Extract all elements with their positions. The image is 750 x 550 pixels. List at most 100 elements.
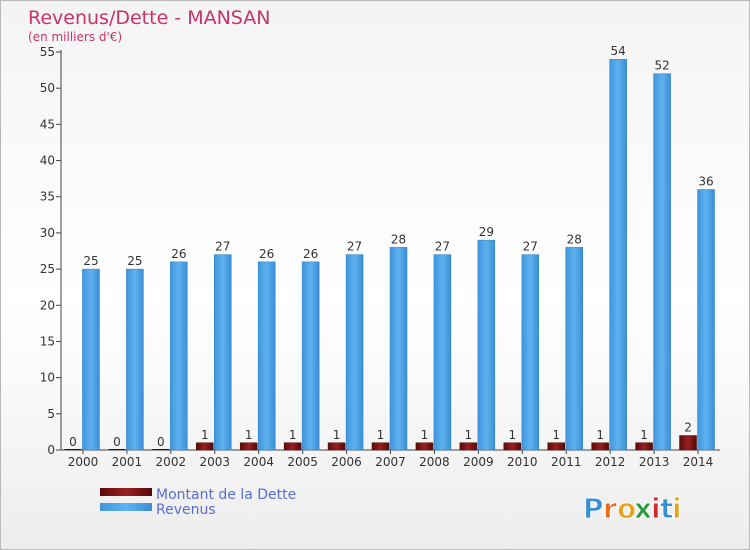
y-tick-label: 10	[40, 371, 55, 385]
x-tick-label-2000: 2000	[68, 455, 99, 469]
legend-label-revenus: Revenus	[156, 502, 216, 518]
y-tick-label: 50	[40, 81, 55, 95]
bar-dette-2006	[327, 442, 346, 451]
label-revenus-2004: 26	[259, 247, 274, 261]
chart-subtitle: (en milliers d'€)	[28, 30, 122, 44]
x-tick-label-2011: 2011	[551, 455, 582, 469]
label-dette-2010: 1	[508, 428, 516, 442]
x-tick-label-2002: 2002	[156, 455, 187, 469]
x-tick-label-2008: 2008	[419, 455, 450, 469]
x-tick-label-2009: 2009	[463, 455, 494, 469]
x-tick-label-2013: 2013	[639, 455, 670, 469]
bar-dette-2007	[371, 442, 390, 451]
x-tick-label-2007: 2007	[375, 455, 406, 469]
y-tick-label: 40	[40, 154, 55, 168]
x-tick-label-2004: 2004	[243, 455, 274, 469]
bars	[64, 58, 715, 451]
label-dette-2001: 0	[113, 435, 121, 449]
bar-revenus-2002	[170, 261, 188, 451]
label-dette-2000: 0	[69, 435, 77, 449]
y-tick-label: 5	[47, 407, 55, 421]
x-tick-label-2014: 2014	[683, 455, 714, 469]
bar-revenus-2004	[257, 261, 276, 451]
bar-revenus-2007	[389, 247, 408, 451]
logo-letter: i	[672, 492, 682, 525]
bar-dette-2012	[591, 442, 609, 451]
label-revenus-2011: 28	[567, 232, 582, 246]
bar-revenus-2012	[609, 58, 627, 451]
y-tick-label: 55	[40, 45, 55, 59]
bar-revenus-2014	[697, 189, 715, 451]
y-tick-label: 25	[40, 262, 55, 276]
label-revenus-2009: 29	[479, 225, 494, 239]
logo-letter: t	[660, 492, 673, 525]
label-dette-2004: 1	[245, 428, 253, 442]
label-dette-2006: 1	[333, 428, 341, 442]
bar-revenus-2000	[82, 268, 100, 451]
x-tick-label-2003: 2003	[199, 455, 230, 469]
y-tick-label: 15	[40, 334, 55, 348]
bar-dette-2010	[503, 442, 522, 451]
bar-revenus-2009	[477, 239, 496, 451]
legend-swatch-revenus	[100, 503, 152, 511]
legend-swatch-dette	[100, 488, 152, 496]
logo-letter: P	[583, 492, 604, 525]
bar-revenus-2006	[345, 254, 364, 451]
logo-letter: r	[603, 492, 617, 525]
label-revenus-2002: 26	[171, 247, 186, 261]
label-revenus-2008: 27	[435, 240, 450, 254]
label-dette-2008: 1	[421, 428, 429, 442]
bar-revenus-2013	[653, 73, 671, 451]
label-revenus-2005: 26	[303, 247, 318, 261]
bar-dette-2013	[635, 442, 653, 451]
bar-dette-2003	[196, 442, 214, 451]
x-tick-label-2006: 2006	[331, 455, 362, 469]
y-tick-label: 45	[40, 117, 55, 131]
label-dette-2003: 1	[201, 428, 209, 442]
bar-dette-2008	[415, 442, 434, 451]
label-revenus-2003: 27	[215, 240, 230, 254]
legend: Montant de la Dette Revenus	[100, 487, 296, 518]
value-labels: 0 25 0 25 0 26 1 27 1 26 1 26 1 27 1 28 1 27 1 29 1 27 1 28 1 54 1…	[69, 44, 714, 449]
bar-dette-2005	[283, 442, 302, 451]
label-dette-2007: 1	[377, 428, 385, 442]
bar-revenus-2005	[301, 261, 320, 451]
label-revenus-2006: 27	[347, 240, 362, 254]
bar-revenus-2003	[214, 254, 232, 451]
logo-letter: o	[617, 492, 636, 525]
label-dette-2014: 2	[684, 421, 692, 435]
bar-dette-2009	[459, 442, 478, 451]
label-revenus-2012: 54	[611, 44, 626, 58]
y-tick-label: 0	[47, 443, 55, 457]
bar-dette-2014	[679, 435, 697, 451]
label-revenus-2013: 52	[654, 59, 669, 73]
logo-letter: i	[651, 492, 661, 525]
y-tick-label: 20	[40, 298, 55, 312]
label-revenus-2007: 28	[391, 232, 406, 246]
bar-revenus-2010	[521, 254, 540, 451]
chart-title: Revenus/Dette - MANSAN	[28, 7, 270, 29]
label-dette-2012: 1	[596, 428, 604, 442]
bar-revenus-2001	[126, 268, 144, 451]
bar-revenus-2008	[433, 254, 452, 451]
x-tick-label-2012: 2012	[595, 455, 626, 469]
label-dette-2009: 1	[465, 428, 473, 442]
legend-label-dette: Montant de la Dette	[156, 487, 296, 503]
label-revenus-2001: 25	[127, 254, 142, 268]
label-revenus-2014: 36	[698, 174, 713, 188]
label-revenus-2010: 27	[523, 240, 538, 254]
x-tick-label-2001: 2001	[112, 455, 143, 469]
logo-letter: x	[634, 492, 652, 525]
x-tick-label-2010: 2010	[507, 455, 538, 469]
y-tick-label: 30	[40, 226, 55, 240]
x-tick-label-2005: 2005	[287, 455, 318, 469]
label-dette-2005: 1	[289, 428, 297, 442]
bar-dette-2004	[239, 442, 258, 451]
label-dette-2002: 0	[157, 435, 165, 449]
label-revenus-2000: 25	[83, 254, 98, 268]
bar-dette-2011	[547, 442, 565, 451]
label-dette-2011: 1	[552, 428, 560, 442]
bar-dette-2002	[152, 449, 170, 450]
